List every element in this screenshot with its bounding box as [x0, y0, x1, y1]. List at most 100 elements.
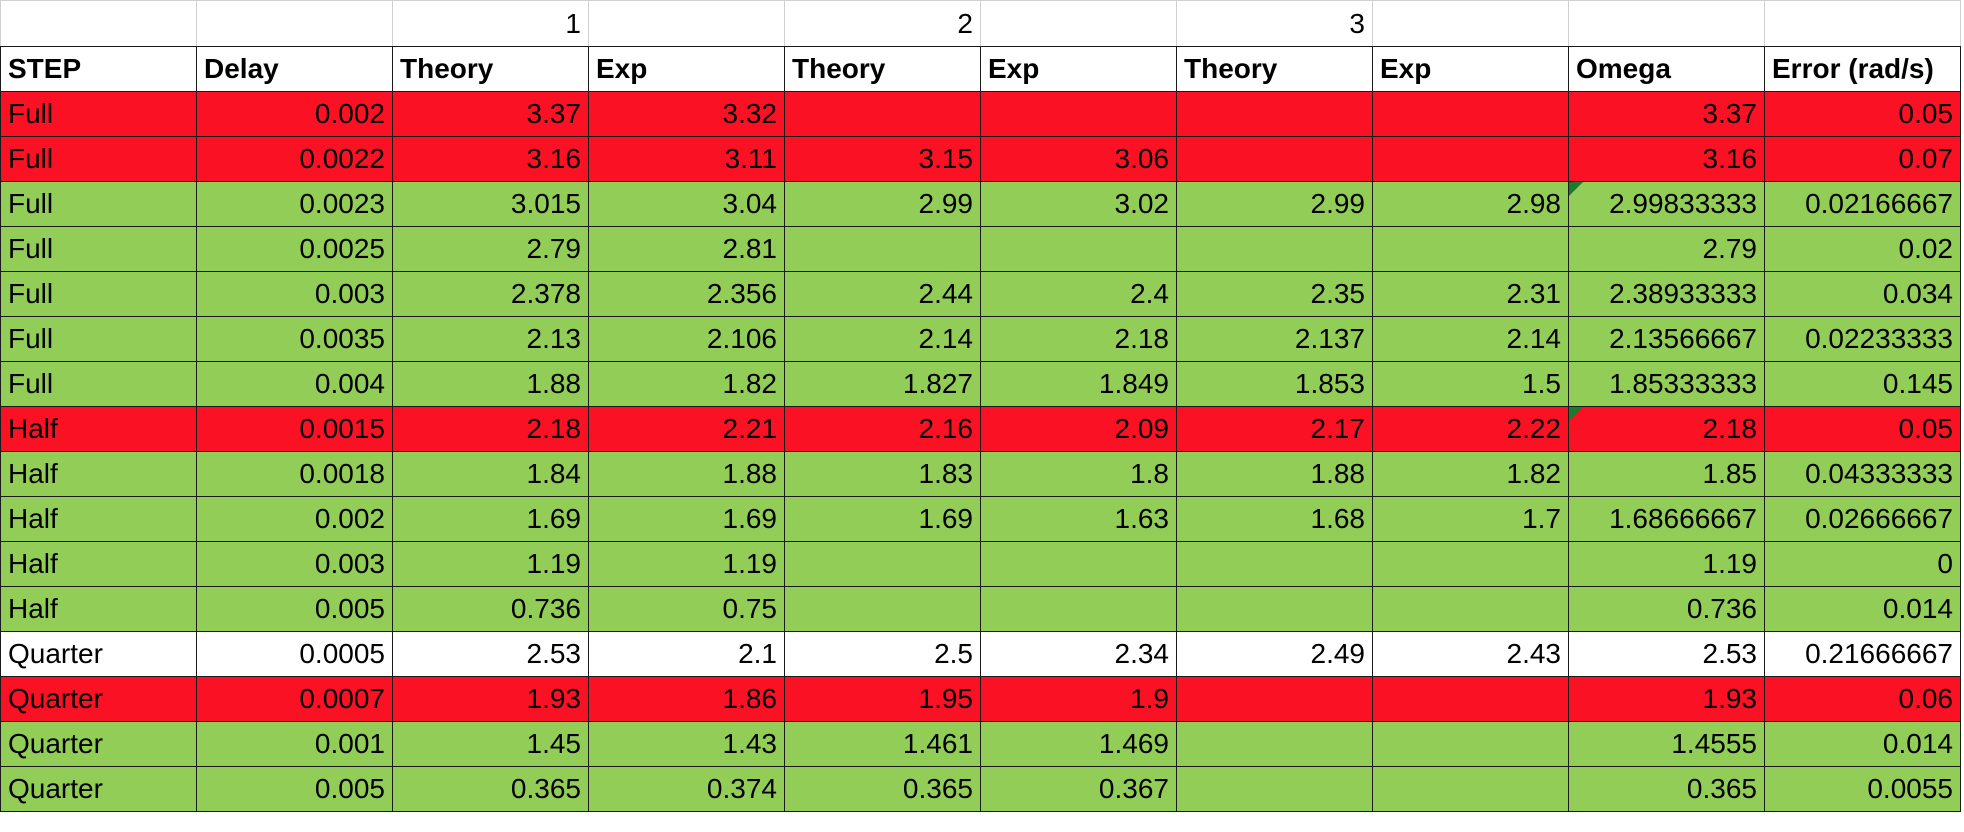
cell[interactable]: 2.09 [980, 406, 1177, 452]
cell[interactable] [784, 541, 981, 587]
cell[interactable]: 1.853 [1176, 361, 1373, 407]
cell[interactable]: 0.365 [1568, 766, 1765, 812]
cell[interactable]: 1.88 [1176, 451, 1373, 497]
column-header[interactable]: Exp [1372, 46, 1569, 92]
cell[interactable]: 0.005 [196, 766, 393, 812]
cell[interactable] [1176, 136, 1373, 182]
cell[interactable]: 2.378 [392, 271, 589, 317]
cell[interactable]: 2.98 [1372, 181, 1569, 227]
cell[interactable]: 2.53 [392, 631, 589, 677]
cell[interactable]: 0.003 [196, 541, 393, 587]
cell[interactable] [1372, 136, 1569, 182]
cell[interactable]: 1.69 [784, 496, 981, 542]
step-cell[interactable]: Quarter [0, 766, 197, 812]
cell[interactable] [1176, 91, 1373, 137]
cell[interactable] [1176, 676, 1373, 722]
cell[interactable]: 0.0007 [196, 676, 393, 722]
cell[interactable]: 2.16 [784, 406, 981, 452]
cell[interactable]: 1.68666667 [1568, 496, 1765, 542]
cell[interactable] [1372, 541, 1569, 587]
cell[interactable]: 3.16 [392, 136, 589, 182]
cell[interactable] [1176, 721, 1373, 767]
step-cell[interactable]: Half [0, 541, 197, 587]
cell[interactable]: 1.85 [1568, 451, 1765, 497]
cell[interactable]: 0.0015 [196, 406, 393, 452]
cell[interactable]: 1.827 [784, 361, 981, 407]
column-header[interactable]: STEP [0, 46, 197, 92]
cell[interactable]: 3.37 [392, 91, 589, 137]
cell[interactable]: 0.04333333 [1764, 451, 1961, 497]
column-header[interactable]: Exp [980, 46, 1177, 92]
cell[interactable]: 2.18 [1568, 406, 1765, 452]
cell[interactable]: 2.99833333 [1568, 181, 1765, 227]
cell[interactable]: 2.79 [1568, 226, 1765, 272]
cell[interactable]: 0.02166667 [1764, 181, 1961, 227]
step-cell[interactable]: Full [0, 91, 197, 137]
cell[interactable]: 0.75 [588, 586, 785, 632]
cell[interactable]: 0.21666667 [1764, 631, 1961, 677]
cell[interactable]: 1.82 [1372, 451, 1569, 497]
cell[interactable]: 0.0005 [196, 631, 393, 677]
cell[interactable]: 2.22 [1372, 406, 1569, 452]
cell[interactable] [1372, 0, 1569, 47]
cell[interactable]: 1.19 [392, 541, 589, 587]
cell[interactable]: 1.88 [588, 451, 785, 497]
cell[interactable]: 0.736 [1568, 586, 1765, 632]
step-cell[interactable]: Quarter [0, 721, 197, 767]
cell[interactable] [980, 226, 1177, 272]
cell[interactable]: 1.93 [1568, 676, 1765, 722]
column-header[interactable]: Theory [392, 46, 589, 92]
cell[interactable]: 0.0055 [1764, 766, 1961, 812]
cell[interactable]: 1.84 [392, 451, 589, 497]
cell[interactable]: 1.69 [588, 496, 785, 542]
cell[interactable]: 0.06 [1764, 676, 1961, 722]
cell[interactable]: 2.99 [1176, 181, 1373, 227]
cell[interactable]: 2.49 [1176, 631, 1373, 677]
cell[interactable]: 1.8 [980, 451, 1177, 497]
cell[interactable]: 0.001 [196, 721, 393, 767]
cell[interactable] [1176, 226, 1373, 272]
column-header[interactable]: Delay [196, 46, 393, 92]
cell[interactable] [980, 541, 1177, 587]
cell[interactable] [196, 0, 393, 47]
cell[interactable]: 1.83 [784, 451, 981, 497]
cell[interactable]: 2 [784, 0, 981, 47]
cell[interactable] [784, 586, 981, 632]
step-cell[interactable]: Quarter [0, 676, 197, 722]
cell[interactable]: 1.19 [588, 541, 785, 587]
cell[interactable]: 2.356 [588, 271, 785, 317]
cell[interactable] [588, 0, 785, 47]
cell[interactable] [1568, 0, 1765, 47]
cell[interactable]: 2.21 [588, 406, 785, 452]
column-header[interactable]: Theory [784, 46, 981, 92]
cell[interactable]: 1.88 [392, 361, 589, 407]
cell[interactable]: 1.86 [588, 676, 785, 722]
step-cell[interactable]: Full [0, 226, 197, 272]
cell[interactable]: 2.81 [588, 226, 785, 272]
cell[interactable]: 1.85333333 [1568, 361, 1765, 407]
cell[interactable] [784, 91, 981, 137]
cell[interactable]: 0.0022 [196, 136, 393, 182]
cell[interactable]: 2.13566667 [1568, 316, 1765, 362]
cell[interactable]: 3.11 [588, 136, 785, 182]
cell[interactable]: 1.69 [392, 496, 589, 542]
cell[interactable]: 3.04 [588, 181, 785, 227]
cell[interactable]: 0 [1764, 541, 1961, 587]
cell[interactable]: 1.95 [784, 676, 981, 722]
cell[interactable]: 3.37 [1568, 91, 1765, 137]
cell[interactable]: 0.034 [1764, 271, 1961, 317]
comment-indicator-icon[interactable] [1569, 182, 1583, 196]
cell[interactable]: 3.06 [980, 136, 1177, 182]
cell[interactable]: 0.0025 [196, 226, 393, 272]
cell[interactable]: 2.18 [392, 406, 589, 452]
cell[interactable]: 2.18 [980, 316, 1177, 362]
cell[interactable]: 1.93 [392, 676, 589, 722]
cell[interactable]: 1 [392, 0, 589, 47]
cell[interactable] [1176, 586, 1373, 632]
column-header[interactable]: Error (rad/s) [1764, 46, 1961, 92]
cell[interactable]: 0.0023 [196, 181, 393, 227]
cell[interactable]: 3.02 [980, 181, 1177, 227]
cell[interactable]: 2.99 [784, 181, 981, 227]
cell[interactable]: 2.4 [980, 271, 1177, 317]
cell[interactable]: 1.849 [980, 361, 1177, 407]
